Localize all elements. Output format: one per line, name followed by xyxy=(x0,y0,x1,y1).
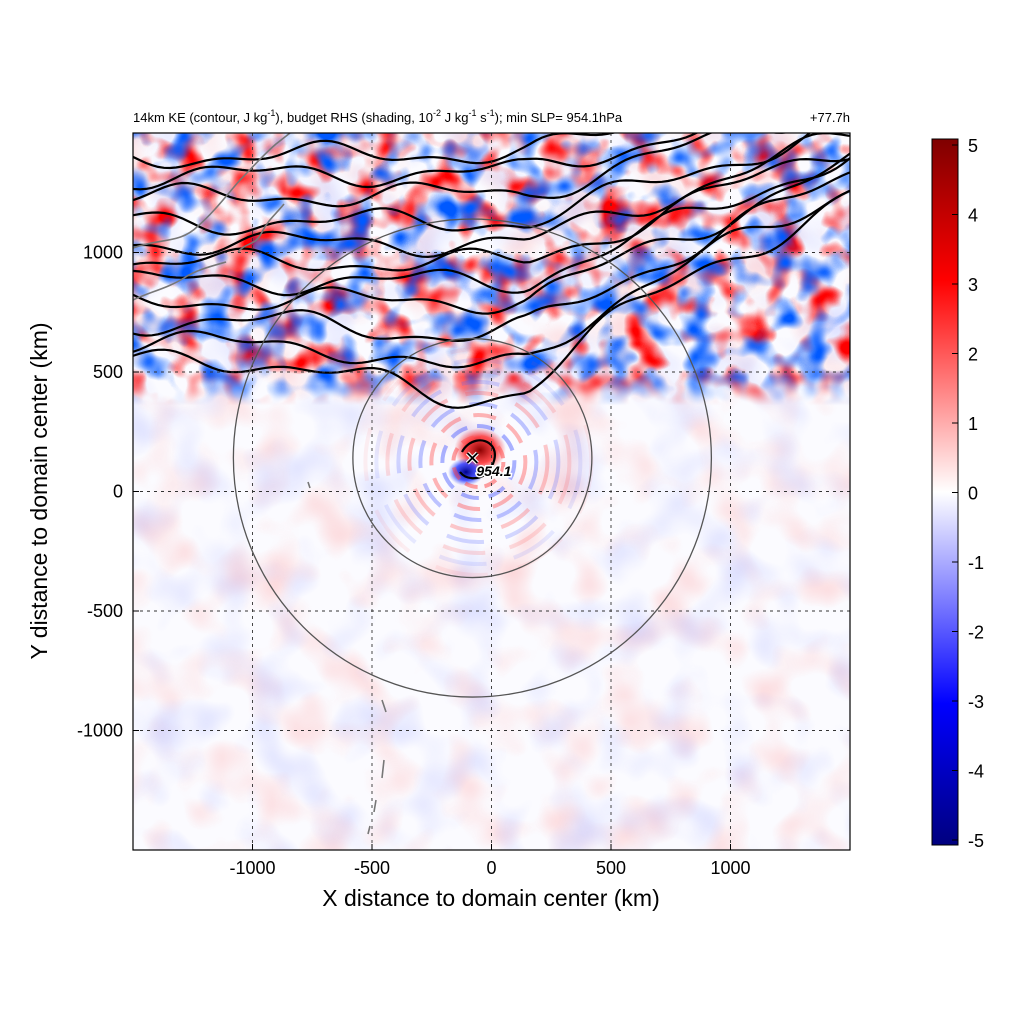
ke-contour-line xyxy=(133,156,850,297)
x-tick-label: 0 xyxy=(486,858,496,878)
ke-contour-line xyxy=(133,133,617,170)
y-tick-label: 1000 xyxy=(83,243,123,263)
colorbar-tick-label: 5 xyxy=(968,136,978,156)
plot-area: 954.1 xyxy=(133,133,850,850)
colorbar-tick-label: 4 xyxy=(968,206,978,226)
x-ticks: -1000 -500 0 500 1000 xyxy=(229,844,751,878)
spiral-ring xyxy=(451,435,506,490)
colorbar-tick-label: 1 xyxy=(968,414,978,434)
ke-contour-line xyxy=(133,133,790,208)
range-circles xyxy=(232,218,713,698)
colorbar-tick-label: 3 xyxy=(968,275,978,295)
colorbar-tick-label: -1 xyxy=(968,553,984,573)
y-tick-label: -1000 xyxy=(77,721,123,741)
spiral-rings xyxy=(363,347,594,578)
chart-title: 14km KE (contour, J kg-1), budget RHS (s… xyxy=(133,108,623,125)
spiral-ring xyxy=(407,391,550,534)
y-tick-label: 500 xyxy=(93,362,123,382)
x-tick-label: 1000 xyxy=(710,858,750,878)
spiral-ring xyxy=(429,413,528,512)
range-circle-outer xyxy=(232,218,713,698)
range-circle-inner xyxy=(352,337,593,579)
spiral-ring xyxy=(396,380,561,545)
colorbar-tick-label: 2 xyxy=(968,345,978,365)
ke-contour-line xyxy=(133,171,850,343)
spiral-ring xyxy=(440,424,517,501)
grid-lines xyxy=(133,133,850,850)
spiral-ring xyxy=(374,358,583,567)
spiral-ring xyxy=(385,369,572,556)
x-tick-label: -500 xyxy=(354,858,390,878)
forecast-time-label: +77.7h xyxy=(810,110,850,125)
center-ke-contour xyxy=(459,439,496,480)
y-tick-label: -500 xyxy=(87,601,123,621)
x-axis-label: X distance to domain center (km) xyxy=(322,885,659,911)
x-marker-stroke xyxy=(466,452,479,464)
colorbar-ticks: 5 4 3 2 1 0 -1 -2 -3 -4 -5 xyxy=(952,136,984,851)
ke-contour-line xyxy=(133,133,850,259)
y-axis-label: Y distance to domain center (km) xyxy=(26,322,52,659)
ke-contour-line xyxy=(133,189,850,369)
min-slp-label: 954.1 xyxy=(476,463,511,479)
x-tick-label: -1000 xyxy=(229,858,275,878)
x-marker xyxy=(465,451,479,465)
y-tick-label: 0 xyxy=(113,482,123,502)
coastlines xyxy=(133,133,387,835)
ke-contour-line xyxy=(133,189,850,409)
colorbar-tick-label: -4 xyxy=(968,762,984,782)
y-ticks: -1000 -500 0 500 1000 xyxy=(77,243,139,741)
colorbar-tick-label: 0 xyxy=(968,484,978,504)
ke-contour-line xyxy=(133,133,812,236)
colorbar-tick-label: -5 xyxy=(968,831,984,851)
x-tick-label: 500 xyxy=(596,858,626,878)
colorbar-tick-label: -2 xyxy=(968,623,984,643)
colorbar-tick-label: -3 xyxy=(968,692,984,712)
